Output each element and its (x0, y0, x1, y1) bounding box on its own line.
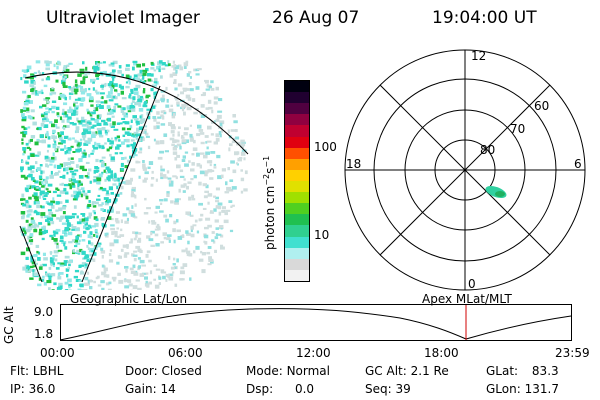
lat-label-60: 60 (534, 99, 549, 113)
mlt-label-0: 0 (468, 277, 476, 291)
status-gc-alt: GC Alt: 2.1 Re (365, 364, 449, 378)
timeline-ytick-9: 9.0 (34, 305, 54, 319)
status-mode: Mode: Normal (246, 364, 330, 378)
colorbar-segment (285, 225, 309, 237)
mlt-label-12: 12 (471, 49, 486, 63)
colorbar-segment (285, 169, 309, 181)
auroral-spot-core (495, 191, 505, 197)
limb-edge-line (19, 225, 43, 283)
timeline-ytick-1-8: 1.8 (34, 327, 54, 341)
instrument-title: Ultraviolet Imager (46, 8, 200, 28)
lat-label-80: 80 (480, 143, 495, 157)
timeline-frame (60, 304, 572, 341)
colorbar-segment (285, 136, 309, 148)
intensity-colorbar (284, 80, 310, 282)
earth-limb-arc (24, 71, 249, 155)
colorbar-segment (285, 158, 309, 170)
colorbar-segment (285, 258, 309, 270)
colorbar-segment (285, 92, 309, 104)
colorbar-segment (285, 236, 309, 248)
altitude-curve (60, 308, 572, 341)
uv-image-panel (19, 60, 249, 290)
status-gain: Gain: 14 (125, 382, 176, 396)
colorbar-segment (285, 203, 309, 215)
status-glat: GLat: 83.3 (486, 364, 559, 378)
colorbar-segment (285, 114, 309, 126)
status-seq: Seq: 39 (365, 382, 411, 396)
observation-time: 19:04:00 UT (432, 8, 537, 28)
mlt-label-18: 18 (346, 157, 361, 171)
auroral-spot (485, 185, 507, 199)
timeline-xtick-1800: 18:00 (424, 346, 459, 360)
timeline-left-caption: Geographic Lat/Lon (70, 292, 188, 306)
timeline-xtick-1200: 12:00 (296, 346, 331, 360)
aurora-intensity-field (20, 60, 248, 290)
observation-date: 26 Aug 07 (272, 8, 360, 28)
colorbar-segment (285, 103, 309, 115)
colorbar-unit-label: photon cm−2s−1 (262, 155, 277, 250)
status-glon: GLon: 131.7 (486, 382, 559, 396)
colorbar-segment (285, 125, 309, 137)
status-door: Door: Closed (125, 364, 202, 378)
status-dsp: Dsp: 0.0 (246, 382, 315, 396)
colorbar-tick-10: 10 (314, 228, 330, 242)
colorbar-segment (285, 247, 309, 259)
timeline-xtick-0000: 00:00 (40, 346, 75, 360)
polar-diagonal-2 (379, 84, 551, 256)
altitude-timeline (60, 304, 572, 341)
status-filter: Flt: LBHL (10, 364, 64, 378)
polar-mlt-plot: 12 18 6 0 80 70 60 (344, 49, 586, 291)
timeline-xtick-2359: 23:59 (555, 346, 590, 360)
colorbar-segment (285, 214, 309, 226)
mlt-label-6: 6 (574, 157, 582, 171)
timeline-right-caption: Apex MLat/MLT (422, 292, 512, 306)
status-ip: IP: 36.0 (10, 382, 56, 396)
colorbar-segment (285, 192, 309, 204)
colorbar-segment (285, 81, 309, 93)
colorbar-segment (285, 147, 309, 159)
colorbar-tick-100: 100 (314, 140, 337, 154)
timeline-xtick-0600: 06:00 (168, 346, 203, 360)
terminator-line (81, 85, 161, 283)
colorbar-segment (285, 269, 309, 281)
timeline-axis-label: GC Alt (2, 306, 16, 344)
lat-label-70: 70 (510, 122, 525, 136)
colorbar-segment (285, 180, 309, 193)
